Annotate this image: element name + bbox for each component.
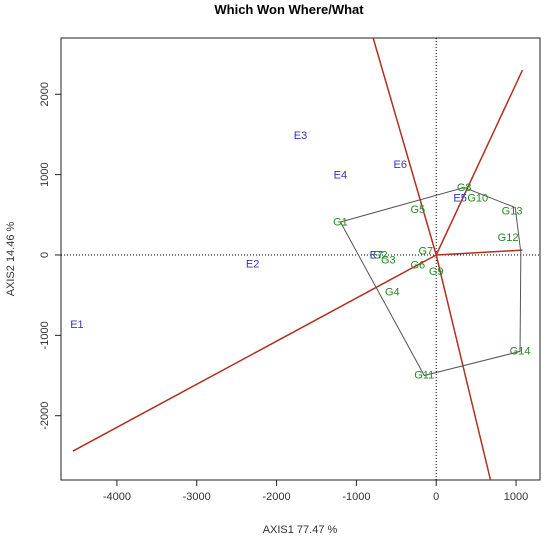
sector-ray <box>72 254 437 452</box>
y-axis-label: AXIS2 14.46 % <box>5 221 17 296</box>
y-tick-label: -1000 <box>39 321 51 349</box>
environment-label: E2 <box>246 259 259 271</box>
genotype-label: G3 <box>381 255 396 267</box>
x-tick-label: -1000 <box>342 491 370 503</box>
genotype-label: G6 <box>411 259 426 271</box>
genotype-label: G10 <box>467 193 488 205</box>
genotype-label: G4 <box>385 287 400 299</box>
x-axis-label: AXIS1 77.47 % <box>263 524 338 536</box>
x-tick-label: -4000 <box>103 491 131 503</box>
environment-label: E7 <box>370 249 383 261</box>
genotype-label: G13 <box>502 205 523 217</box>
genotype-label: G14 <box>510 345 531 357</box>
x-tick-label: -2000 <box>262 491 290 503</box>
convex-hull <box>339 186 522 377</box>
genotype-label: G1 <box>333 217 348 229</box>
sector-ray <box>436 249 523 256</box>
environment-label: E3 <box>294 130 307 142</box>
environment-label: E6 <box>394 159 407 171</box>
x-tick-label: -3000 <box>183 491 211 503</box>
environment-label: E5 <box>453 193 466 205</box>
sector-ray <box>435 69 524 256</box>
genotype-label: G2 <box>373 250 388 262</box>
genotype-label: G8 <box>457 182 472 194</box>
environment-label: E4 <box>334 169 347 181</box>
sector-ray <box>435 254 492 481</box>
sector-ray <box>372 37 437 256</box>
environment-label: E1 <box>70 319 83 331</box>
y-tick-label: 2000 <box>39 82 51 106</box>
genotype-label: G11 <box>414 369 434 381</box>
y-tick-label: 0 <box>39 252 51 258</box>
genotype-label: G9 <box>429 266 444 278</box>
x-tick-label: 1000 <box>504 491 528 503</box>
y-tick-label: -2000 <box>39 402 51 430</box>
x-tick-label: 0 <box>433 491 439 503</box>
genotype-label: G7 <box>418 246 433 258</box>
plot-frame <box>60 37 541 481</box>
genotype-label: G12 <box>498 232 519 244</box>
chart-title: Which Won Where/What <box>214 2 364 17</box>
genotype-label: G5 <box>411 204 426 216</box>
y-tick-label: 1000 <box>39 162 51 186</box>
